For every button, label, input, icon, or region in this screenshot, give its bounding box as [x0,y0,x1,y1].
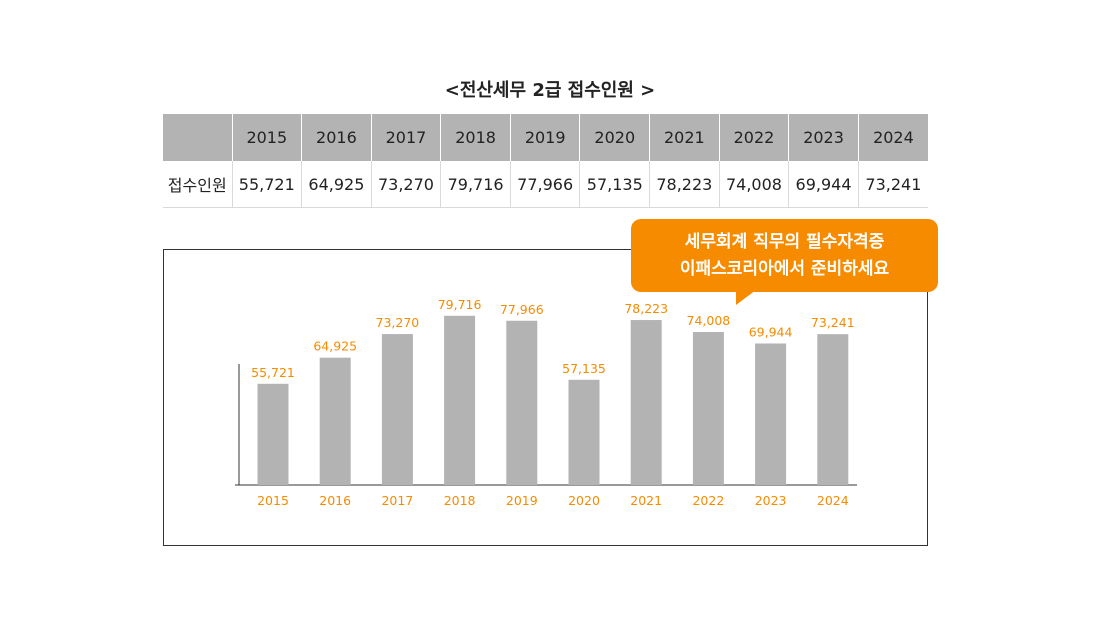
table-header-year: 2015 [232,114,303,161]
table-header-year: 2019 [510,114,581,161]
bar-value-label: 55,721 [251,365,295,380]
bar-value-label: 77,966 [500,302,544,317]
bar [444,315,476,485]
table-cell: 79,716 [440,161,511,208]
bar-chart: 55,721 2015 64,925 2016 73,270 2017 79,716 2018… [235,297,857,508]
bar [257,383,289,485]
chart-frame: 55,721 2015 64,925 2016 73,270 2017 79,716 2018… [163,249,928,546]
bar-value-label: 74,008 [687,313,731,328]
x-tick-label: 2016 [319,493,351,508]
table-cell: 73,241 [858,161,928,208]
table-cell: 73,270 [371,161,442,208]
table-header-year: 2018 [440,114,511,161]
table-header-year: 2017 [371,114,442,161]
x-tick-label: 2022 [692,493,724,508]
bar [319,357,351,485]
table-cell: 78,223 [649,161,720,208]
bar [506,320,538,485]
bar-value-label: 79,716 [438,297,482,312]
bar [568,379,600,485]
table-cell: 57,135 [579,161,651,208]
bar [817,334,849,485]
bar-value-label: 69,944 [749,324,793,339]
x-tick-label: 2023 [755,493,787,508]
table-header-year: 2022 [719,114,790,161]
x-tick-label: 2018 [444,493,476,508]
bar-value-label: 57,135 [562,361,606,376]
table-cell: 77,966 [510,161,581,208]
table-header-year: 2023 [788,114,859,161]
table-row-label: 접수인원 [163,161,233,208]
table-header-year: 2021 [649,114,720,161]
table-cell: 74,008 [719,161,790,208]
callout-tail [736,290,756,305]
x-tick-label: 2017 [381,493,413,508]
page-title: <전산세무 2급 접수인원 > [444,80,656,101]
table-row: 접수인원 55,721 64,925 73,270 79,716 77,966 … [163,161,928,208]
bar [630,320,662,485]
bar [692,331,724,485]
bar-value-label: 73,241 [811,315,855,330]
bar-value-label: 64,925 [313,339,357,354]
table-header-year: 2020 [579,114,651,161]
x-tick-label: 2024 [817,493,849,508]
table-cell: 55,721 [232,161,303,208]
table-cell: 64,925 [301,161,372,208]
callout-line-1: 세무회계 직무의 필수자격증 [684,231,885,252]
bar-value-label: 73,270 [376,315,420,330]
table-cell: 69,944 [788,161,859,208]
x-tick-label: 2015 [257,493,289,508]
table-header-year: 2016 [301,114,372,161]
x-tick-label: 2021 [630,493,662,508]
x-tick-label: 2019 [506,493,538,508]
bar [381,334,413,485]
table-header-year: 2024 [858,114,928,161]
x-tick-label: 2020 [568,493,600,508]
bar [755,343,787,485]
callout-line-2: 이패스코리아에서 준비하세요 [679,258,890,279]
applicants-table: 2015 2016 2017 2018 2019 2020 2021 2022 … [163,114,928,208]
table-corner-cell [163,114,233,161]
table-header-row: 2015 2016 2017 2018 2019 2020 2021 2022 … [163,114,928,161]
promo-callout: 세무회계 직무의 필수자격증 이패스코리아에서 준비하세요 [631,219,938,292]
bar-value-label: 78,223 [624,301,668,316]
